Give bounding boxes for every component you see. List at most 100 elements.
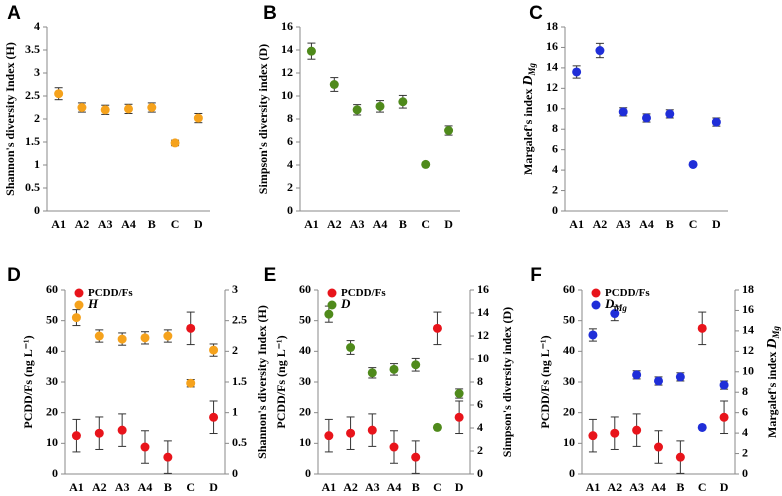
axis-title: PCDD/Fs (ng L⁻¹) (538, 335, 552, 428)
y-tick-label: 3.5 (25, 42, 40, 56)
y-tick-label: 16 (546, 39, 558, 53)
point (186, 323, 196, 333)
y-tick-label: 0.5 (25, 180, 40, 194)
axis-title-text: Margalef's index (521, 86, 535, 175)
panel-letter: C (529, 3, 543, 24)
point (163, 452, 173, 462)
y2-tick-label: 14 (477, 305, 489, 319)
y-tick-label: 0 (305, 466, 311, 480)
point (398, 97, 408, 107)
x-tick-label: A4 (373, 217, 388, 231)
x-tick-label: D (194, 217, 203, 231)
y-tick-label: 50 (46, 312, 58, 326)
point (367, 425, 377, 435)
axis-title: PCDD/Fs (ng L⁻¹) (274, 335, 288, 428)
y2-tick-label: 1.5 (232, 374, 247, 388)
x-tick-label: B (148, 217, 156, 231)
point (54, 89, 64, 99)
point (421, 159, 431, 169)
point (454, 389, 464, 398)
axis-title-subscript: Mg (771, 326, 781, 340)
y-tick-label: 18 (546, 19, 558, 33)
axis-title: Shannon's diversity Index (H) (3, 42, 17, 196)
point (618, 107, 628, 117)
y-tick-label: 2 (34, 111, 40, 125)
point (654, 376, 663, 386)
point (411, 452, 421, 462)
y2-tick-label: 2 (232, 343, 238, 357)
point (94, 428, 104, 438)
point (71, 431, 81, 441)
x-tick-label: A4 (121, 217, 136, 231)
y-tick-label: 1 (34, 157, 40, 171)
point (432, 323, 442, 333)
point (665, 109, 675, 119)
y-tick-label: 0 (287, 203, 293, 217)
x-tick-label: A2 (593, 217, 608, 231)
point (209, 412, 219, 422)
y-tick-label: 4 (34, 19, 40, 33)
point (572, 67, 582, 77)
y-tick-label: 8 (552, 121, 558, 135)
axis-title-text: PCDD/Fs (ng L⁻¹) (274, 335, 288, 428)
point (432, 422, 442, 432)
x-tick-label: A3 (350, 217, 365, 231)
y-tick-label: 2 (552, 182, 558, 196)
y2-tick-label: 18 (742, 282, 754, 296)
axis-title-text: PCDD/Fs (ng L⁻¹) (538, 335, 552, 428)
legend-name: D (340, 296, 351, 311)
legend-name: H (87, 296, 99, 311)
y-tick-label: 14 (281, 42, 293, 56)
y2-tick-label: 2.5 (232, 312, 247, 326)
y2-tick-label: 0 (232, 466, 238, 480)
legend-name: D (604, 296, 615, 311)
axis-title: Shannon's diversity Index (H) (255, 305, 269, 459)
y-tick-label: 40 (46, 343, 58, 357)
point (675, 372, 685, 382)
panel-letter: F (530, 265, 542, 286)
y-tick-label: 16 (281, 19, 293, 33)
y2-tick-label: 6 (477, 397, 483, 411)
y-tick-label: 50 (299, 312, 311, 326)
y2-tick-label: 4 (742, 425, 748, 439)
x-tick-label: B (676, 480, 684, 494)
axis-title-text: Shannon's diversity Index (H) (3, 42, 17, 196)
legend-label: D (340, 296, 351, 311)
x-tick-label: A1 (569, 217, 584, 231)
x-tick-label: B (164, 480, 172, 494)
point (124, 104, 133, 114)
y-tick-label: 4 (287, 157, 293, 171)
point (711, 117, 721, 127)
y2-tick-label: 8 (742, 384, 748, 398)
point (719, 412, 729, 422)
point (688, 159, 698, 169)
x-tick-label: A4 (639, 217, 654, 231)
panel-letter: A (7, 3, 21, 24)
y2-tick-label: 1 (232, 404, 238, 418)
legend-swatch (591, 300, 601, 310)
point (632, 425, 642, 435)
axis-title-text: Margalef's index (765, 349, 779, 438)
x-tick-label: A2 (327, 217, 342, 231)
y2-tick-label: 12 (477, 328, 489, 342)
x-tick-label: A1 (69, 480, 84, 494)
x-tick-label: C (433, 480, 442, 494)
x-tick-label: C (689, 217, 698, 231)
point (697, 422, 707, 432)
legend-swatch (327, 288, 337, 298)
point (411, 360, 421, 370)
y2-tick-label: 16 (742, 302, 754, 316)
axis-title-subscript: Mg (527, 63, 537, 77)
x-tick-label: B (412, 480, 420, 494)
y-tick-label: 10 (281, 88, 293, 102)
y2-tick-label: 2 (477, 443, 483, 457)
axis-title-symbol: D (765, 339, 780, 350)
point (675, 452, 685, 462)
axis-title-text: PCDD/Fs (ng L⁻¹) (21, 335, 35, 428)
y-tick-label: 30 (299, 374, 311, 388)
x-tick-label: A4 (387, 480, 402, 494)
y-tick-label: 30 (46, 374, 58, 388)
legend-label: PCDD/Fs (605, 287, 650, 299)
point (140, 442, 150, 452)
axis-title-text: Simpson's diversity index (D) (500, 307, 514, 457)
